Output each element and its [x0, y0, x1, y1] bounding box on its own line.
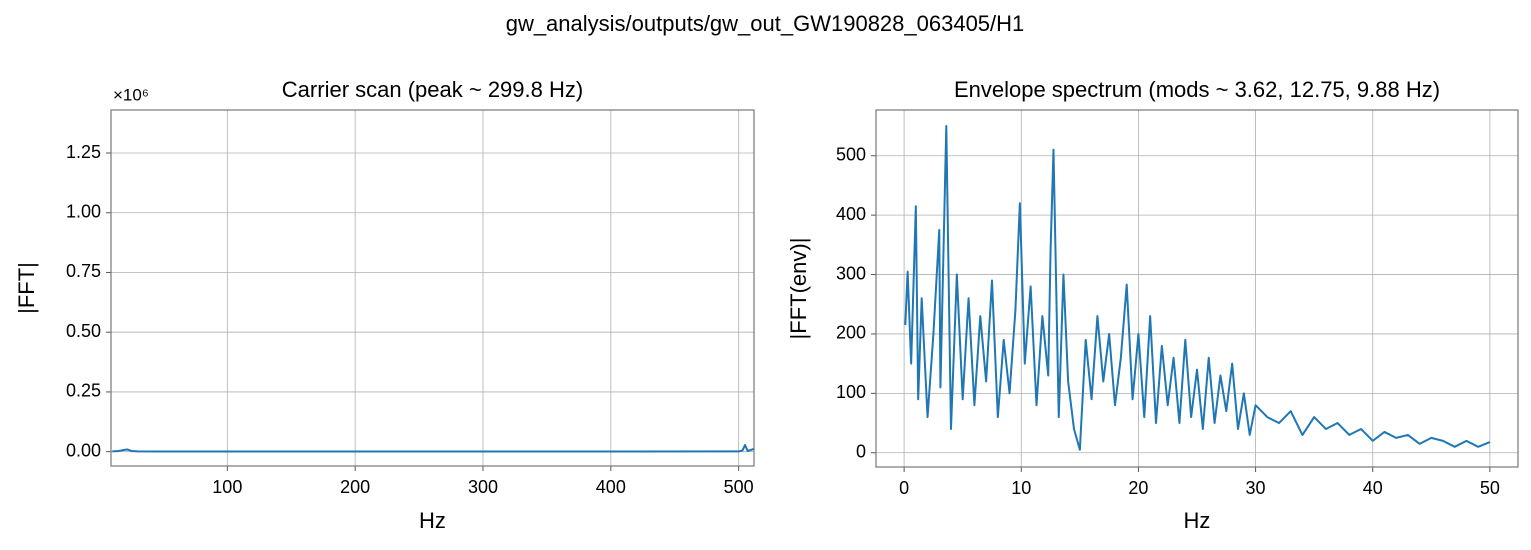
x-tick-label: 20 [1128, 478, 1148, 498]
x-tick-label: 50 [1480, 478, 1500, 498]
y-tick-label: 0.00 [66, 440, 101, 460]
y-tick-label: 0.50 [66, 321, 101, 341]
x-tick-label: 200 [340, 477, 370, 497]
x-tick-label: 10 [1011, 478, 1031, 498]
y-tick-label: 400 [836, 204, 866, 224]
x-tick-label: 300 [468, 477, 498, 497]
y-tick-label: 300 [836, 263, 866, 283]
x-tick-label: 400 [596, 477, 626, 497]
axes-title: Carrier scan (peak ~ 299.8 Hz) [282, 77, 583, 102]
y-tick-label: 1.25 [66, 142, 101, 162]
y-offset-label: ×10⁶ [113, 85, 149, 104]
x-tick-label: 40 [1363, 478, 1383, 498]
y-tick-label: 0.25 [66, 381, 101, 401]
x-tick-label: 0 [899, 478, 909, 498]
x-tick-label: 100 [212, 477, 242, 497]
data-line [904, 125, 1491, 451]
x-axis-label: Hz [1184, 508, 1211, 533]
data-line [112, 443, 755, 453]
x-tick-label: 500 [724, 477, 754, 497]
y-axis-label: |FFT| [14, 262, 39, 314]
y-tick-label: 0.75 [66, 261, 101, 281]
y-tick-label: 200 [836, 323, 866, 343]
y-tick-label: 1.00 [66, 201, 101, 221]
axes-frame [110, 109, 755, 467]
y-tick-label: 500 [836, 144, 866, 164]
figure-title: gw_analysis/outputs/gw_out_GW190828_0634… [506, 11, 1025, 36]
axes-title: Envelope spectrum (mods ~ 3.62, 12.75, 9… [954, 77, 1440, 102]
y-tick-label: 0 [856, 441, 866, 461]
axes-frame [875, 109, 1519, 468]
x-tick-label: 30 [1246, 478, 1266, 498]
y-axis-label: |FFT(env)| [786, 238, 811, 340]
y-tick-label: 100 [836, 382, 866, 402]
x-axis-label: Hz [419, 508, 446, 533]
